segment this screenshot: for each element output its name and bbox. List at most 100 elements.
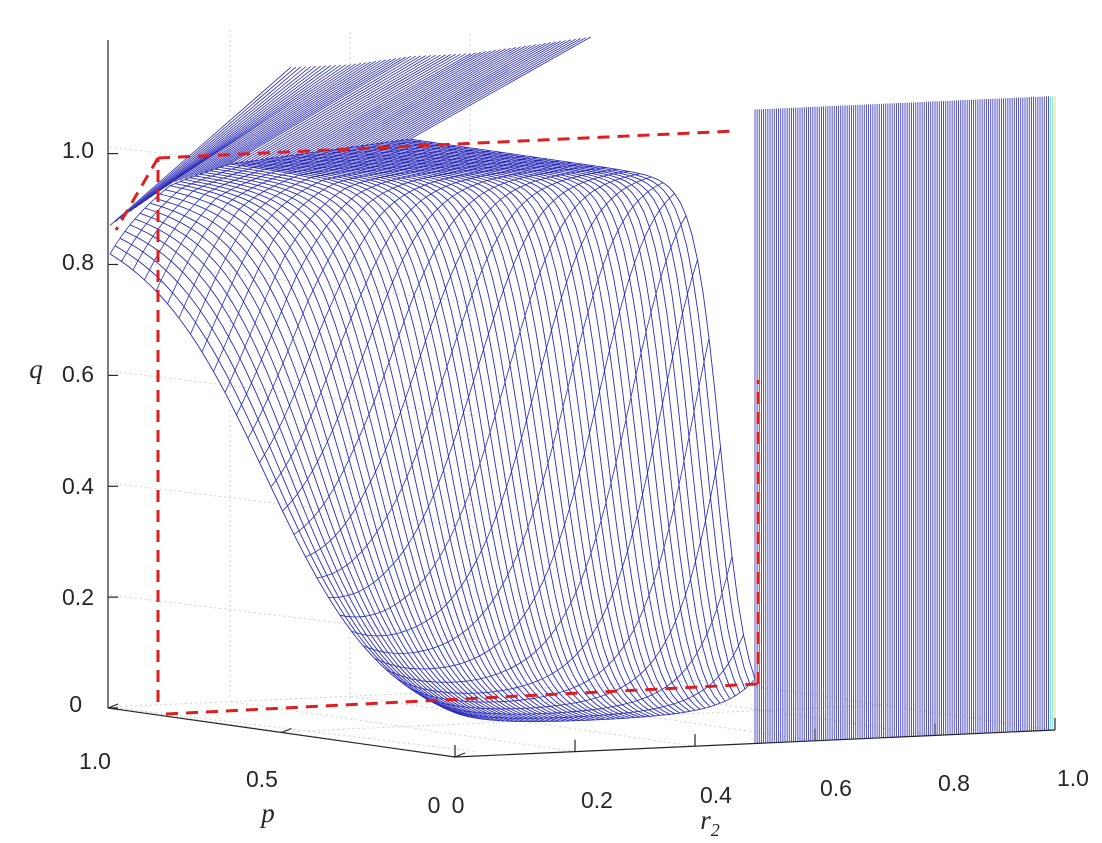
r2-tick-label: 0.2 — [581, 787, 613, 813]
mesh-line-top — [279, 53, 461, 158]
mesh-line-p — [178, 148, 480, 319]
mesh-line-r — [199, 173, 546, 722]
r2-axis-ticks: 0 0.2 0.4 0.6 0.8 1.0 — [452, 765, 1089, 818]
mesh-line-p — [316, 168, 618, 579]
mesh-line-top — [314, 49, 496, 153]
mesh-line-top — [244, 55, 426, 163]
mesh-line-top — [294, 52, 476, 156]
r2-tick-label: 0 — [452, 792, 465, 818]
reference-lines — [114, 129, 760, 716]
mesh-line-p — [431, 556, 733, 715]
mesh-line-top — [319, 49, 501, 152]
z-tick-label: 0 — [69, 691, 82, 717]
p-tick-label: 0.5 — [246, 766, 278, 792]
mesh-line-top — [339, 46, 521, 150]
z-tick-label: 0.4 — [62, 473, 94, 499]
mesh-line-top — [114, 66, 297, 223]
z-axis-label: q — [29, 354, 43, 384]
mesh-line-top — [234, 55, 416, 164]
mesh-line-top — [219, 57, 401, 168]
mesh-line-p — [247, 158, 549, 439]
mesh-line-top — [374, 41, 556, 145]
mesh-line-top — [179, 62, 361, 181]
mesh-line-top — [324, 48, 506, 152]
mesh-line-top — [259, 54, 441, 161]
mesh-line-r — [219, 166, 566, 722]
z-tick-label: 0.6 — [62, 361, 94, 387]
mesh-line-p — [374, 193, 675, 670]
r2-axis-label: r2 — [700, 805, 720, 840]
floor-gridline — [282, 704, 883, 733]
mesh-line-top — [364, 42, 546, 146]
mesh-line-p — [132, 142, 434, 271]
mesh-line-top — [289, 53, 471, 157]
reference-dashed-line — [157, 129, 736, 160]
surface-wall — [754, 96, 1056, 744]
r2-axis-label-main: r — [700, 805, 711, 835]
surface-mesh — [109, 36, 756, 723]
r2-tick-label: 1.0 — [1057, 765, 1089, 791]
mesh-line-top — [174, 63, 356, 183]
mesh-line-top — [119, 66, 302, 219]
mesh-line-top — [389, 39, 571, 143]
mesh-line-top — [199, 60, 381, 175]
mesh-line-top — [134, 65, 316, 209]
p-tick-label: 1.0 — [79, 748, 111, 774]
mesh-line-p — [282, 163, 583, 512]
mesh-line-p — [385, 215, 687, 683]
mesh-line-top — [149, 65, 331, 198]
mesh-line-r — [164, 189, 511, 722]
mesh-line-p — [328, 170, 629, 598]
mesh-line-p — [408, 338, 710, 703]
mesh-line-p — [121, 140, 422, 262]
z-tick-label: 0.2 — [62, 584, 94, 610]
mesh-line-top — [124, 66, 307, 216]
mesh-line-r — [194, 175, 541, 723]
mesh-line-p — [305, 167, 606, 558]
mesh-line-top — [189, 61, 371, 178]
r2-axis-label-sub: 2 — [711, 820, 720, 840]
axes — [107, 40, 1056, 758]
mesh-line-top — [284, 53, 466, 157]
mesh-line-p — [339, 173, 641, 618]
mesh-line-top — [269, 54, 451, 159]
z-tick-label: 1.0 — [62, 137, 94, 163]
mesh-line-top — [229, 55, 411, 165]
mesh-line-p — [155, 145, 457, 292]
mesh-line-top — [249, 55, 431, 162]
z-gridline — [109, 482, 476, 528]
floor-gridline — [109, 679, 711, 708]
mesh-line-top — [209, 58, 391, 171]
mesh-line-top — [264, 54, 446, 160]
z-axis-ticks: 0 0.2 0.4 0.6 0.8 1.0 — [62, 137, 94, 717]
z-gridline — [109, 146, 476, 192]
mesh-line-r — [409, 138, 756, 680]
r2-tick-label: 0.6 — [820, 775, 852, 801]
mesh-line-top — [369, 42, 551, 145]
mesh-line-r — [269, 158, 616, 720]
r2-tick-label: 0.4 — [700, 782, 732, 808]
mesh-line-top — [204, 59, 386, 173]
mesh-line-top — [309, 50, 491, 154]
mesh-line-top — [379, 40, 561, 144]
mesh-line-r — [349, 146, 696, 711]
mesh-line-top — [409, 36, 591, 140]
r2-axis-line — [454, 729, 1056, 758]
reference-dashed-line — [114, 157, 160, 231]
mesh-line-p — [236, 157, 537, 416]
z-tick-label: 0.8 — [62, 249, 94, 275]
mesh-line-top — [139, 65, 321, 205]
mesh-line-r — [304, 153, 651, 717]
mesh-line-top — [299, 51, 481, 155]
floor-gridline — [349, 695, 696, 747]
r2-tick-label: 0.8 — [938, 770, 970, 796]
mesh-line-top — [184, 62, 366, 179]
mesh-line-top — [359, 43, 541, 147]
mesh-line-top — [394, 38, 576, 142]
mesh-line-r — [404, 139, 751, 685]
mesh-line-r — [319, 151, 666, 716]
mesh-line-p — [454, 678, 756, 722]
mesh-line-top — [214, 58, 396, 170]
mesh-line-p — [397, 259, 698, 694]
